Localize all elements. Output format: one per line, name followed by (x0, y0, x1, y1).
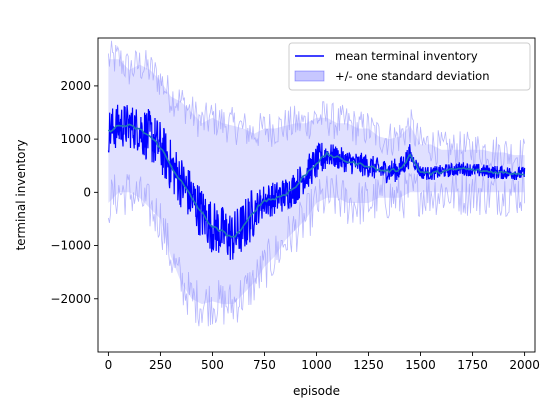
mean-terminal-inventory-line (107, 104, 526, 261)
x-tick-label: 1750 (457, 358, 488, 372)
y-axis-label: terminal inventory (14, 139, 28, 250)
plot-area (107, 40, 526, 327)
x-axis-label: episode (293, 384, 340, 398)
y-tick-label: −1000 (50, 239, 91, 253)
x-tick-label: 1000 (301, 358, 332, 372)
y-tick-label: 1000 (60, 132, 91, 146)
axes: 0 250 500 750 1000 1250 1500 1750 2000 −2000 −1000… (50, 37, 540, 372)
std-band-upper-edge (108, 40, 525, 174)
legend: mean terminal inventory +/- one standard … (288, 42, 531, 91)
y-tick-label: 0 (83, 185, 91, 199)
x-tick-label: 2000 (509, 358, 540, 372)
legend-box (288, 42, 531, 91)
y-tick-label: −2000 (50, 292, 91, 306)
x-tick-label: 500 (201, 358, 224, 372)
x-tick-label: 250 (149, 358, 172, 372)
x-tick-label: 0 (105, 358, 113, 372)
x-tick-label: 750 (253, 358, 276, 372)
mean-trend-line (107, 123, 525, 238)
x-tick-label: 1250 (353, 358, 384, 372)
x-tick-label: 1500 (405, 358, 436, 372)
y-tick-label: 2000 (60, 79, 91, 93)
std-band-lower-edge (108, 171, 525, 327)
legend-band-label: +/- one standard deviation (335, 69, 490, 83)
legend-band-swatch (294, 70, 325, 82)
legend-mean-label: mean terminal inventory (335, 49, 478, 63)
